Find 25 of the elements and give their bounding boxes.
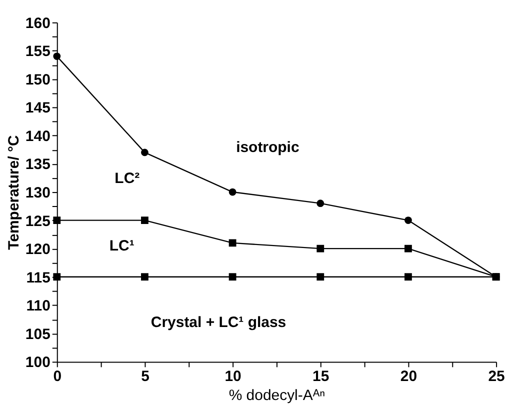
y-tick-label: 105 — [25, 326, 50, 343]
y-tick-label: 150 — [25, 71, 50, 88]
x-tick-label: 25 — [488, 368, 505, 386]
y-tick-label: 125 — [25, 212, 50, 230]
x-tick-label: 10 — [224, 368, 242, 386]
y-tick-label: 110 — [26, 298, 50, 315]
y-tick-label: 130 — [25, 184, 50, 202]
annotation: isotropic — [236, 138, 300, 156]
x-tick-label: 5 — [141, 368, 150, 386]
y-tick-label: 135 — [25, 156, 50, 174]
annotation: LC² — [114, 170, 140, 187]
y-tick-label: 120 — [25, 241, 50, 258]
y-tick-label: 155 — [25, 43, 50, 60]
y-axis-title: Temperature/ °C — [5, 135, 22, 250]
annotation: LC¹ — [109, 238, 134, 255]
x-axis-title: % dodecyl-Aᴬⁿ — [228, 387, 326, 404]
y-tick-label: 140 — [25, 128, 50, 145]
y-tick-label: 100 — [25, 354, 50, 372]
x-tick-label: 15 — [312, 368, 330, 386]
annotation: Crystal + LC¹ glass — [150, 314, 286, 332]
x-tick-label: 0 — [53, 368, 62, 386]
x-tick-label: 20 — [400, 368, 418, 386]
y-tick-label: 115 — [26, 269, 50, 286]
y-tick-label: 145 — [25, 100, 50, 117]
y-tick-label: 160 — [25, 14, 50, 32]
